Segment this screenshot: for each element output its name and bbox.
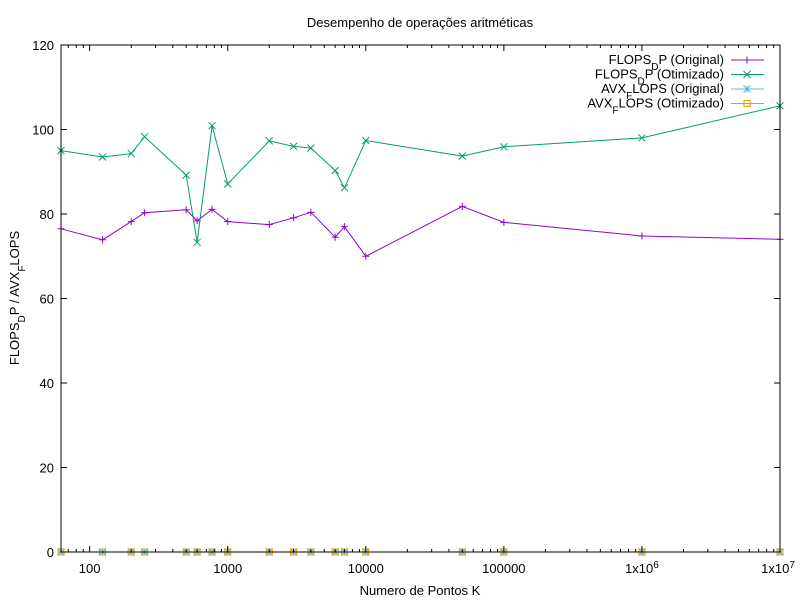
data-point	[361, 136, 370, 145]
y-tick-label: 120	[32, 38, 54, 53]
data-point	[223, 180, 232, 188]
legend-marker	[743, 100, 751, 107]
x-tick-label: 10000	[348, 561, 384, 576]
legend-label: AVXFLOPS (Otimizado)	[587, 96, 724, 117]
data-point	[500, 218, 508, 226]
data-point	[265, 137, 274, 145]
data-point	[289, 142, 298, 151]
x-tick-label: 1x106	[625, 560, 659, 577]
data-point	[331, 166, 340, 175]
data-point	[182, 206, 190, 214]
x-tick-label: 100	[79, 561, 101, 576]
y-tick-label: 0	[47, 545, 54, 560]
data-point	[99, 236, 107, 244]
series-line	[60, 105, 781, 243]
data-point	[307, 144, 315, 152]
plot-area	[57, 101, 784, 556]
data-point	[362, 252, 370, 260]
data-point	[290, 214, 298, 222]
data-point	[638, 134, 646, 142]
legend-marker	[743, 70, 751, 79]
data-point	[140, 132, 149, 141]
data-point	[182, 171, 191, 179]
series-line	[60, 205, 781, 257]
legend-marker	[743, 85, 751, 93]
data-point	[458, 152, 467, 160]
data-point	[638, 232, 646, 240]
data-point	[193, 238, 201, 247]
axes: 0 20 40 60 80 100 120 100 1000 10000 100000 1x106 1x…	[32, 38, 795, 576]
x-tick-label: 1000	[213, 561, 242, 576]
y-tick-label: 60	[40, 292, 54, 307]
x-tick-label: 1x107	[761, 560, 795, 577]
y-axis-label-text: FLOPSDP / AVXFLOPS	[7, 231, 28, 366]
data-point	[265, 221, 273, 229]
data-point	[340, 223, 348, 231]
data-point	[208, 205, 216, 213]
plot-frame	[60, 44, 781, 553]
data-point	[458, 202, 466, 210]
legend: FLOPSDP (Original)FLOPSDP (Otimizado)AVX…	[587, 52, 764, 116]
data-point	[307, 208, 315, 216]
data-point	[127, 149, 136, 158]
data-point	[141, 209, 149, 217]
legend-marker	[743, 56, 751, 64]
y-tick-label: 100	[32, 123, 54, 138]
data-point	[340, 183, 349, 192]
y-axis-label: FLOPSDP / AVXFLOPS	[7, 231, 28, 366]
x-tick-label: 100000	[482, 561, 525, 576]
y-tick-label: 40	[40, 376, 54, 391]
data-point	[500, 142, 508, 151]
data-point	[208, 121, 216, 130]
data-point	[224, 218, 232, 226]
chart-title: Desempenho de operações aritméticas	[307, 15, 534, 30]
y-tick-label: 80	[40, 207, 54, 222]
data-point	[331, 233, 339, 241]
x-axis-label: Numero de Pontos K	[360, 583, 481, 598]
y-tick-label: 20	[40, 461, 54, 476]
data-point	[98, 153, 107, 161]
data-point	[127, 218, 135, 226]
